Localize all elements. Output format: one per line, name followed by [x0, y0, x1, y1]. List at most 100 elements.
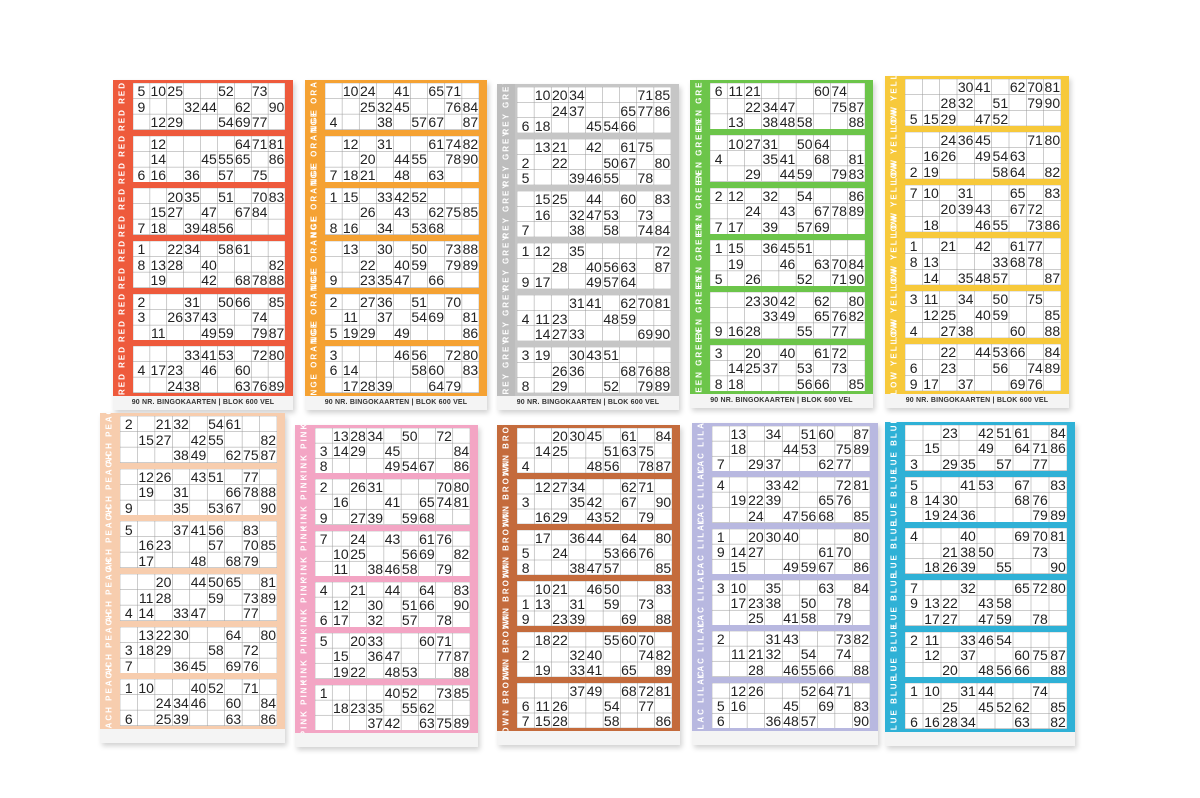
- bingo-number: 88: [1044, 322, 1061, 339]
- bingo-number: 9: [319, 509, 328, 526]
- bingo-number: 24: [745, 203, 761, 220]
- serial-number: [278, 575, 284, 620]
- bingo-number: 34: [765, 426, 782, 443]
- bingo-number: 47: [190, 605, 207, 622]
- bingo-number: 55: [208, 431, 224, 448]
- color-label-strip: RED RED: [113, 343, 131, 396]
- bingo-number: 30: [942, 491, 958, 508]
- bingo-number: 42: [394, 188, 410, 205]
- bingo-number: 58: [603, 221, 619, 238]
- bingo-number: 83: [655, 581, 672, 597]
- number-grid: 18 22 55 60 70 2 32 40 74 82 19 33 41 65 89: [517, 632, 672, 677]
- bingo-number: 87: [853, 426, 869, 443]
- bingo-number: 16: [150, 167, 167, 184]
- bingo-number: 88: [848, 114, 865, 131]
- bingo-number: 36: [367, 648, 384, 665]
- bingo-card: BROWN BROWN 18 22 55 60 70 2 32 40 74 82 19 33 41 65 89: [497, 611, 680, 698]
- bingo-number: 47: [586, 560, 603, 576]
- bingo-number: 10: [138, 679, 154, 696]
- bingo-number: 41: [779, 150, 796, 167]
- bingo-number: 64: [814, 135, 830, 152]
- bingo-number: 26: [359, 204, 376, 221]
- bingo-number: 17: [535, 530, 551, 546]
- bingo-number: 38: [960, 543, 976, 560]
- bingo-number: 86: [654, 102, 671, 119]
- bingo-number: 27: [167, 204, 183, 221]
- bingo-number: 73: [638, 596, 654, 612]
- number-grid: 3 11 34 50 75 12 25 40 59 85 4 27 38 60 88: [905, 291, 1061, 338]
- bingo-number: 67: [621, 494, 637, 510]
- bingo-number: 59: [411, 256, 427, 273]
- bingo-number: 36: [173, 658, 189, 675]
- bingo-number: 11: [731, 646, 746, 663]
- bingo-number: 11: [138, 589, 154, 606]
- bingo-number: 41: [394, 83, 410, 100]
- bingo-number: 11: [535, 310, 550, 327]
- bingo-number: 28: [350, 428, 366, 445]
- bingo-number: 86: [453, 458, 470, 475]
- bingo-number: 65: [1009, 185, 1026, 202]
- serial-number: [1062, 186, 1068, 231]
- bingo-number: 33: [960, 631, 976, 648]
- number-grid: 31 41 62 70 81 4 11 23 48 59 14 27 33 69 90: [517, 295, 671, 341]
- color-label: RED RED: [117, 239, 127, 290]
- bingo-number: 35: [569, 494, 586, 510]
- bingo-number: 18: [728, 375, 744, 392]
- bingo-number: 79: [436, 560, 452, 577]
- bingo-number: 5: [521, 169, 530, 186]
- bingo-number: 69: [428, 309, 444, 326]
- bingo-card: PINK PINK 1 40 52 73 85 18 23 35 55 62 37 42 63 75 89: [295, 678, 478, 737]
- color-label-strip: LILAC LILAC: [692, 618, 710, 690]
- bingo-number: 9: [714, 323, 723, 340]
- bingo-card: GREY GREY 1 12 35 72 28 40 56 63 87 9 17 49 57 64: [497, 233, 679, 299]
- bingo-number: 22: [350, 663, 366, 680]
- bingo-number: 16: [923, 148, 939, 164]
- bingo-number: 19: [150, 272, 167, 289]
- bingo-number: 48: [779, 114, 796, 131]
- bingo-number: 11: [151, 325, 166, 342]
- serial-number: [278, 470, 284, 515]
- bingo-card: BROWN BROWN 20 30 45 61 84 14 25 51 63 75 4 48 56 78 87: [497, 425, 680, 494]
- color-label-strip: YELLOW YELLOW: [885, 107, 903, 204]
- bingo-number: 6: [319, 612, 328, 629]
- bingo-number: 32: [765, 646, 782, 663]
- bingo-number: 50: [978, 543, 994, 560]
- number-grid: 1 15 33 42 52 26 43 62 75 85 8 16 34 53 68: [325, 188, 479, 235]
- bingo-number: 27: [551, 325, 568, 342]
- bingo-card: BROWN BROWN 10 21 46 50 83 1 13 31 59 73 9 23 39 69 88: [497, 560, 680, 647]
- serial-number: [866, 293, 872, 337]
- bingo-number: 14: [342, 362, 359, 379]
- bingo-number: 85: [260, 537, 277, 554]
- bingo-number: 37: [367, 714, 384, 731]
- bingo-number: 44: [384, 582, 401, 599]
- bingo-number: 58: [992, 163, 1009, 180]
- bingo-number: 86: [462, 325, 479, 342]
- bingo-number: 61: [1009, 238, 1026, 255]
- serial-number: [871, 530, 877, 573]
- color-label-strip: GREY GREY: [497, 233, 515, 299]
- color-label-strip: GREY GREY: [497, 337, 515, 403]
- bingo-card: BLUE BLUE 7 32 65 72 80 9 13 22 43 58 17 27 47 59 78: [885, 571, 1075, 635]
- serial-number: [480, 137, 486, 182]
- bingo-number: 31: [569, 295, 585, 312]
- serial-number: [1062, 239, 1068, 284]
- bingo-number: 59: [401, 509, 418, 526]
- bingo-card: PEACH PEACH 12 26 43 51 77 19 31 66 78 88 9 35 53 67 90: [100, 452, 285, 532]
- bingo-number: 22: [942, 595, 958, 612]
- number-grid: 17 36 44 64 80 5 24 53 66 76 8 38 47 57 85: [517, 530, 672, 575]
- bingo-number: 15: [333, 648, 349, 665]
- number-grid: 2 21 32 54 61 15 27 42 55 82 38 49 62 75 87: [120, 416, 277, 463]
- bingo-number: 82: [1050, 713, 1066, 730]
- bingo-number: 35: [957, 269, 974, 286]
- bingo-number: 46: [190, 695, 207, 712]
- bingo-number: 13: [924, 595, 940, 612]
- number-grid: 23 42 51 61 84 15 49 64 71 86 3 29 35 57 77: [905, 425, 1067, 471]
- number-grid: 1 40 52 73 85 18 23 35 55 62 37 42 63 75 89: [315, 684, 470, 731]
- bingo-number: 75: [1027, 291, 1043, 308]
- bingo-number: 39: [957, 201, 974, 217]
- bingo-number: 56: [796, 375, 813, 392]
- bingo-number: 78: [638, 458, 654, 474]
- bingo-number: 88: [268, 272, 285, 289]
- pad-base: [113, 396, 293, 410]
- bingo-number: 51: [996, 425, 1012, 442]
